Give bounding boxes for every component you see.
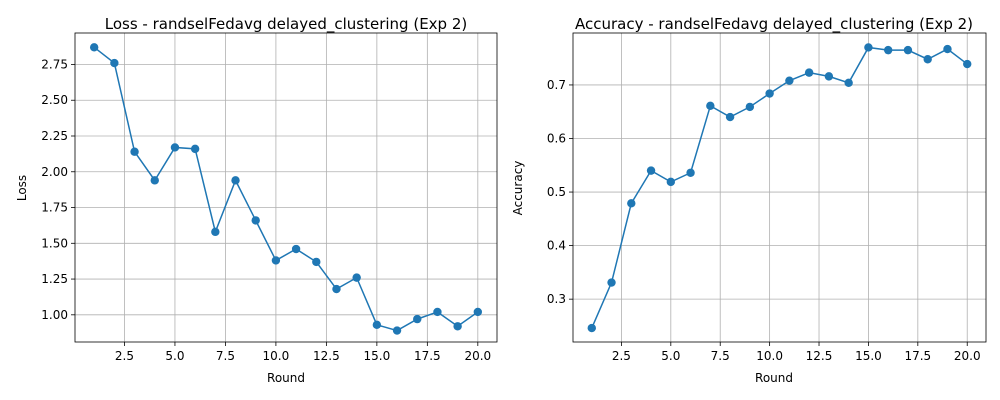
accuracy-x-tick-label: 10.0 — [756, 349, 783, 363]
loss-data-point — [453, 322, 462, 331]
loss-x-tick-label: 15.0 — [364, 349, 391, 363]
accuracy-data-point — [627, 199, 636, 208]
loss-data-point — [291, 244, 301, 254]
accuracy-data-point — [943, 44, 952, 54]
loss-data-point — [352, 273, 361, 282]
accuracy-data-point — [587, 323, 596, 333]
loss-y-tick-label: 2.25 — [41, 129, 68, 143]
loss-data-point — [433, 307, 442, 317]
accuracy-data-point — [883, 45, 893, 55]
accuracy-data-point — [864, 43, 873, 52]
loss-chart-title: Loss - randselFedavg delayed_clustering … — [105, 15, 467, 34]
loss-y-tick-label: 1.50 — [41, 236, 68, 250]
loss-data-point — [211, 227, 220, 237]
loss-data-point — [332, 284, 341, 294]
accuracy-y-tick-label: 0.3 — [547, 292, 566, 306]
accuracy-data-point — [903, 45, 913, 55]
accuracy-plot-frame — [572, 32, 987, 343]
accuracy-y-tick-label: 0.5 — [547, 185, 566, 199]
accuracy-data-point — [725, 112, 735, 122]
loss-data-point — [110, 58, 119, 68]
loss-data-point — [150, 176, 159, 185]
loss-x-tick-label: 7.5 — [216, 349, 235, 363]
loss-data-point — [130, 147, 139, 156]
loss-x-tick-label: 2.5 — [115, 349, 134, 363]
accuracy-x-tick-label: 15.0 — [855, 349, 882, 363]
accuracy-data-point — [804, 68, 814, 77]
loss-x-tick-label: 17.5 — [414, 349, 441, 363]
accuracy-data-point — [706, 101, 715, 111]
loss-x-tick-label: 12.5 — [313, 349, 340, 363]
accuracy-y-tick-label: 0.6 — [547, 131, 566, 145]
accuracy-data-point — [686, 168, 695, 177]
loss-y-tick-label: 1.00 — [41, 308, 68, 322]
accuracy-data-point — [963, 59, 972, 69]
loss-data-point — [392, 326, 402, 335]
accuracy-data-point — [646, 166, 656, 175]
accuracy-x-tick-label: 17.5 — [904, 349, 931, 363]
loss-x-tick-label: 10.0 — [263, 349, 290, 363]
loss-data-point — [413, 314, 422, 324]
accuracy-data-point — [785, 76, 794, 85]
loss-data-point — [271, 256, 281, 265]
accuracy-x-tick-label: 20.0 — [954, 349, 981, 363]
accuracy-data-point — [923, 55, 932, 64]
accuracy-x-axis-label: Round — [755, 371, 793, 385]
loss-data-point — [190, 144, 200, 154]
accuracy-x-tick-label: 5.0 — [661, 349, 680, 363]
loss-y-tick-label: 2.75 — [41, 57, 68, 71]
accuracy-data-point — [765, 89, 774, 98]
loss-data-point — [473, 307, 483, 317]
accuracy-chart: Accuracy - randselFedavg delayed_cluster… — [511, 15, 987, 385]
accuracy-y-tick-label: 0.4 — [547, 239, 566, 253]
accuracy-x-tick-label: 7.5 — [711, 349, 730, 363]
accuracy-chart-title: Accuracy - randselFedavg delayed_cluster… — [575, 15, 973, 34]
accuracy-data-point — [666, 177, 676, 187]
loss-y-tick-label: 2.50 — [41, 93, 68, 107]
loss-data-point — [170, 143, 180, 152]
loss-plot-frame — [74, 32, 498, 343]
loss-data-point — [89, 43, 99, 52]
accuracy-y-axis-label: Accuracy — [511, 161, 525, 216]
loss-y-tick-label: 1.25 — [41, 272, 68, 286]
accuracy-data-point — [844, 78, 853, 88]
accuracy-x-tick-label: 12.5 — [806, 349, 833, 363]
accuracy-data-point — [824, 72, 834, 81]
loss-data-point — [372, 320, 382, 330]
loss-x-axis-label: Round — [267, 371, 305, 385]
loss-x-tick-label: 5.0 — [165, 349, 184, 363]
loss-chart: Loss - randselFedavg delayed_clustering … — [15, 15, 498, 385]
accuracy-x-tick-label: 2.5 — [612, 349, 631, 363]
loss-y-tick-label: 1.75 — [41, 201, 68, 215]
loss-y-axis-label: Loss — [15, 175, 29, 201]
loss-x-tick-label: 20.0 — [464, 349, 491, 363]
accuracy-y-tick-label: 0.7 — [547, 78, 566, 92]
loss-data-point — [231, 176, 240, 185]
accuracy-data-point — [745, 102, 755, 112]
loss-data-point — [312, 257, 321, 267]
loss-y-tick-label: 2.00 — [41, 165, 68, 179]
loss-data-point — [251, 216, 260, 225]
accuracy-data-point — [607, 278, 616, 287]
